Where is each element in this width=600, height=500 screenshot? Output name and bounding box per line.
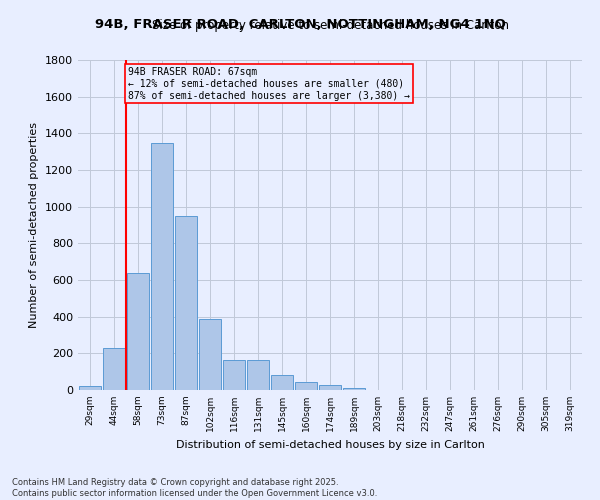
Bar [223,360,245,390]
Bar [175,216,197,390]
Text: Contains HM Land Registry data © Crown copyright and database right 2025.
Contai: Contains HM Land Registry data © Crown c… [12,478,377,498]
Title: Size of property relative to semi-detached houses in Carlton: Size of property relative to semi-detach… [151,20,509,32]
X-axis label: Distribution of semi-detached houses by size in Carlton: Distribution of semi-detached houses by … [176,440,484,450]
Bar [319,385,341,390]
Y-axis label: Number of semi-detached properties: Number of semi-detached properties [29,122,40,328]
Text: 94B FRASER ROAD: 67sqm
← 12% of semi-detached houses are smaller (480)
87% of se: 94B FRASER ROAD: 67sqm ← 12% of semi-det… [128,68,410,100]
Bar [151,142,173,390]
Bar [247,360,269,390]
Text: 94B, FRASER ROAD, CARLTON, NOTTINGHAM, NG4 1NQ: 94B, FRASER ROAD, CARLTON, NOTTINGHAM, N… [95,18,505,30]
Bar [79,386,101,390]
Bar [343,388,365,390]
Bar [199,318,221,390]
Bar [103,348,125,390]
Bar [271,376,293,390]
Bar [295,382,317,390]
Bar [127,272,149,390]
